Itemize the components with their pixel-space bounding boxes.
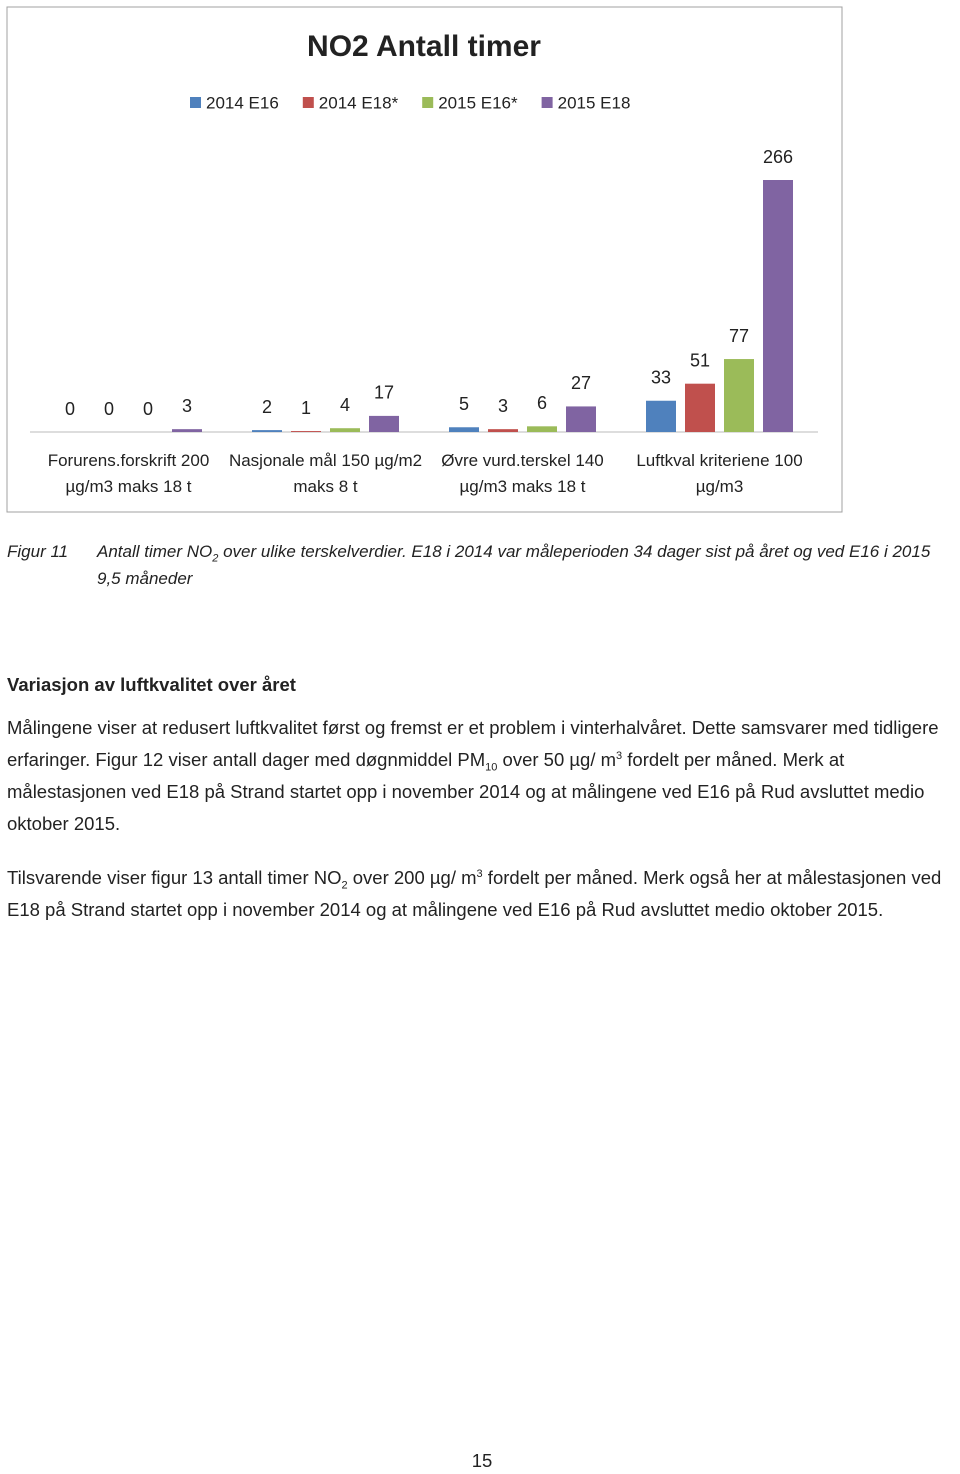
caption-text: Antall timer NO2 over ulike terskelverdi… (97, 538, 957, 592)
chart-frame (6, 6, 843, 513)
subscript: 2 (341, 879, 348, 892)
bar (763, 180, 793, 432)
text: over 50 µg/ m (497, 749, 617, 770)
subscript: 2 (212, 552, 219, 565)
legend-swatch (541, 97, 553, 108)
bar (449, 427, 479, 432)
data-label: 5 (459, 394, 469, 414)
chart-title: NO2 Antall timer (307, 30, 541, 63)
chart: NO2 Antall timer 2014 E16 2014 E18* 2015 E… (6, 6, 843, 513)
data-label: 4 (340, 395, 350, 415)
figure-caption: Figur 11 Antall timer NO2 over ulike ter… (7, 538, 957, 592)
section-heading: Variasjon av luftkvalitet over året (7, 674, 296, 695)
data-label: 0 (65, 399, 75, 419)
text: Tilsvarende viser figur 13 antall timer … (7, 867, 342, 888)
x-tick-label: Luftkval kriteriene 100 µg/m3 (636, 451, 803, 496)
caption-label: Figur 11 (7, 542, 69, 561)
data-label: 1 (301, 398, 311, 418)
text: over 200 µg/ m (347, 867, 477, 888)
data-label: 51 (690, 350, 710, 370)
x-tick-label: Forurens.forskrift 200 µg/m3 maks 18 t (47, 451, 210, 496)
bar (527, 426, 557, 432)
bar (330, 428, 360, 432)
paragraph: Målingene viser at redusert luftkvalitet… (7, 712, 953, 840)
data-label: 33 (651, 367, 671, 387)
bar (488, 429, 518, 432)
text: fordelt per måned. Merk også her at måle… (7, 867, 942, 920)
data-label: 27 (571, 373, 591, 393)
data-label: 17 (374, 383, 394, 403)
legend-label: 2014 E16 (206, 93, 279, 112)
data-label: 2 (262, 397, 272, 417)
text: Antall timer NO (97, 542, 213, 561)
legend-label: 2014 E18* (319, 93, 399, 112)
legend-label: 2015 E16* (438, 93, 518, 112)
bar (566, 406, 596, 432)
chart-container: NO2 Antall timer 2014 E16 2014 E18* 2015 E… (0, 0, 850, 520)
data-label: 3 (182, 396, 192, 416)
text: over ulike terskelverdier. E18 i 2014 va… (97, 542, 931, 588)
data-label: 0 (143, 399, 153, 419)
legend-swatch (422, 97, 434, 108)
data-label: 266 (763, 147, 793, 167)
superscript: 3 (616, 749, 623, 762)
page-number: 15 (471, 1450, 493, 1471)
bar (172, 429, 202, 432)
subscript: 10 (485, 761, 498, 774)
bar (724, 359, 754, 432)
bar (685, 383, 715, 432)
superscript: 3 (476, 867, 483, 880)
data-label: 6 (537, 393, 547, 413)
paragraph: Tilsvarende viser figur 13 antall timer … (7, 862, 953, 926)
x-tick-label: Nasjonale mål 150 µg/m2 maks 8 t (228, 451, 423, 496)
text: Målingene viser at redusert luftkvalitet… (7, 717, 939, 770)
bar (369, 415, 399, 432)
x-tick-label: Øvre vurd.terskel 140 µg/m3 maks 18 t (441, 451, 604, 496)
legend-swatch (302, 97, 314, 108)
bar (291, 431, 321, 432)
bar (646, 400, 676, 432)
legend-swatch (190, 97, 201, 108)
data-label: 3 (498, 396, 508, 416)
text: fordelt per måned. Merk at målestasjonen… (7, 749, 925, 834)
legend-label: 2015 E18 (558, 93, 631, 112)
data-label: 77 (729, 326, 749, 346)
bar (252, 430, 282, 432)
data-label: 0 (104, 399, 114, 419)
